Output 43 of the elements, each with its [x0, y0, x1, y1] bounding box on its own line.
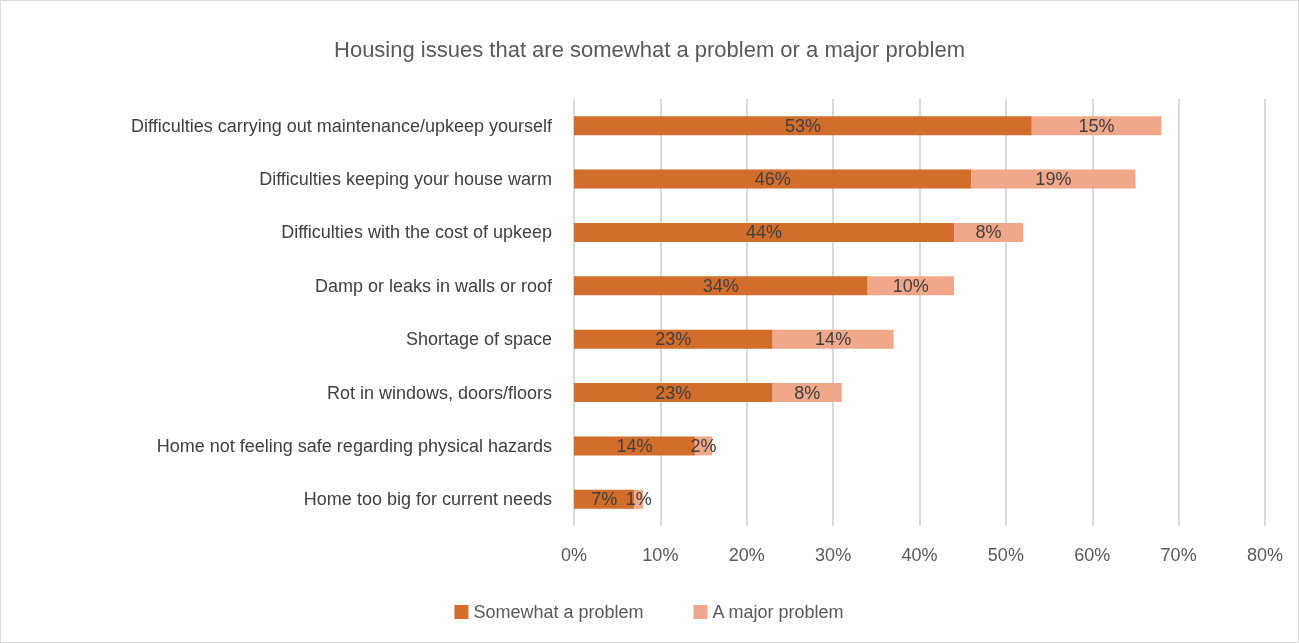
x-tick-label: 10% [642, 545, 679, 565]
legend-label: A major problem [712, 602, 844, 622]
x-tick-label: 30% [815, 545, 852, 565]
data-label: 15% [1078, 115, 1115, 136]
data-label: 23% [655, 382, 692, 403]
data-label: 10% [892, 275, 929, 296]
y-tick-label: Difficulties carrying out maintenance/upkeep yourself [131, 115, 553, 136]
data-label: 46% [754, 169, 791, 190]
data-label: 34% [702, 275, 739, 296]
chart-title: Housing issues that are somewhat a problem or a major problem [334, 36, 965, 62]
y-tick-label: Damp or leaks in walls or roof [314, 275, 553, 296]
y-tick-label: Shortage of space [405, 329, 552, 350]
y-tick-label: Difficulties keeping your house warm [259, 169, 552, 190]
bar [1031, 116, 1162, 136]
data-label: 53% [784, 115, 821, 136]
y-tick-label: Rot in windows, doors/floors [326, 382, 552, 403]
data-label: 19% [1035, 169, 1072, 190]
data-label: 14% [815, 329, 852, 350]
data-label: 8% [794, 382, 821, 403]
bar [574, 222, 955, 242]
data-label: 23% [655, 329, 692, 350]
x-tick-label: 20% [728, 545, 765, 565]
bar [574, 169, 972, 189]
bar [574, 116, 1032, 136]
x-tick-label: 40% [901, 545, 938, 565]
x-tick-label: 70% [1160, 545, 1197, 565]
bar [971, 169, 1136, 189]
y-tick-label: Home too big for current needs [303, 489, 552, 510]
bar [574, 329, 773, 349]
x-tick-label: 60% [1074, 545, 1111, 565]
bar [772, 329, 894, 349]
legend-label: Somewhat a problem [473, 602, 644, 622]
y-tick-label: Home not feeling safe regarding physical hazards [156, 435, 552, 456]
x-tick-label: 80% [1246, 545, 1284, 565]
y-tick-label: Difficulties with the cost of upkeep [281, 222, 552, 243]
data-label: 8% [975, 222, 1002, 243]
data-label: 14% [616, 435, 653, 456]
x-tick-label: 0% [560, 545, 588, 565]
x-tick-label: 50% [987, 545, 1024, 565]
bar [574, 276, 868, 296]
data-label: 44% [746, 222, 783, 243]
data-label: 7% [591, 489, 618, 510]
bar [574, 383, 773, 403]
